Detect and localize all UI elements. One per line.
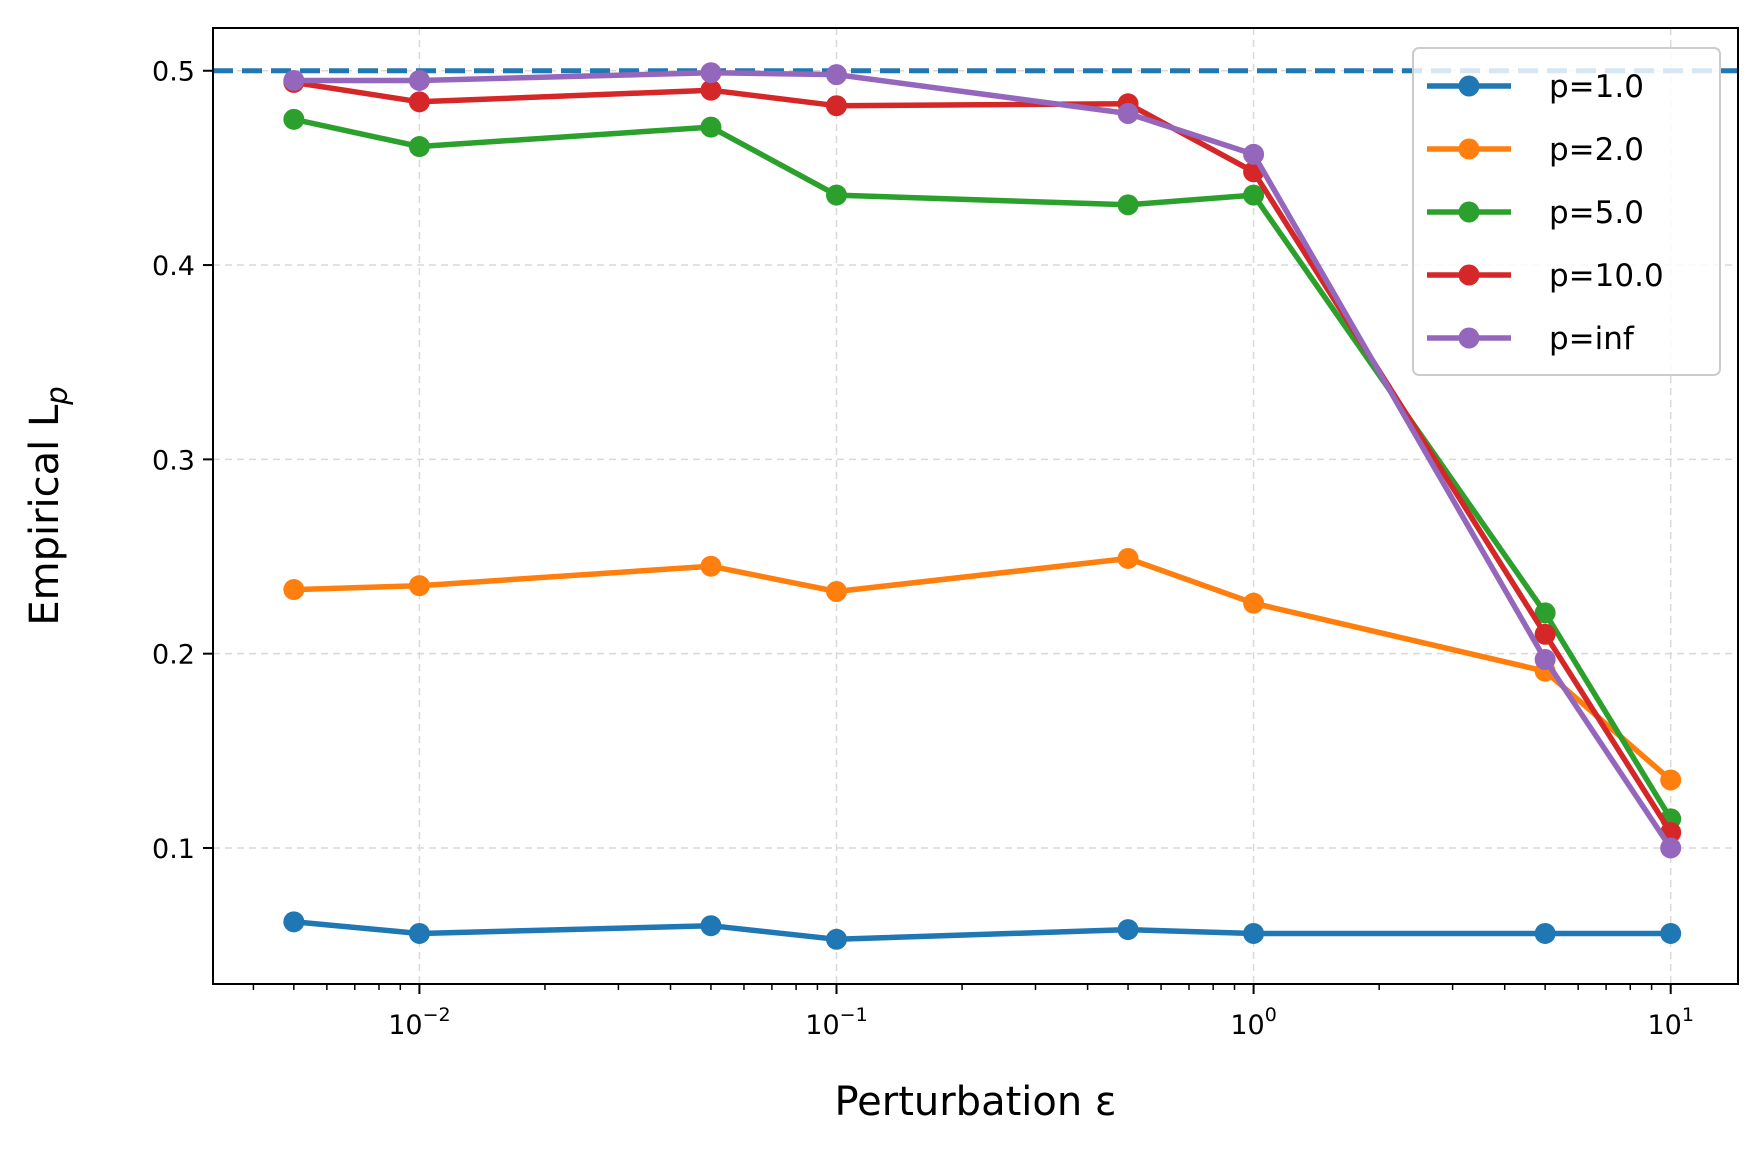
data-point-4-4 bbox=[1117, 102, 1139, 124]
data-point-2-6 bbox=[1534, 602, 1556, 624]
data-point-0-4 bbox=[1117, 919, 1139, 941]
data-point-1-4 bbox=[1117, 547, 1139, 569]
series-line-3 bbox=[293, 79, 1674, 834]
data-point-4-3 bbox=[825, 64, 847, 86]
x-axis-label: Perturbation ε bbox=[834, 1079, 1116, 1125]
legend-label-3: p=10.0 bbox=[1549, 258, 1664, 294]
y-axis-label: Empirical Lp bbox=[22, 386, 74, 625]
data-point-4-6 bbox=[1534, 649, 1556, 671]
data-point-1-3 bbox=[825, 580, 847, 602]
series-p=5.0 bbox=[283, 108, 1682, 830]
data-point-1-7 bbox=[1660, 769, 1682, 791]
data-point-2-1 bbox=[408, 136, 430, 158]
data-point-2-5 bbox=[1243, 184, 1265, 206]
legend-box bbox=[1412, 47, 1721, 376]
legend-marker-0 bbox=[1458, 75, 1480, 97]
data-point-4-7 bbox=[1660, 837, 1682, 859]
series-line-1 bbox=[293, 555, 1673, 783]
data-point-3-1 bbox=[408, 91, 430, 113]
series-p=inf bbox=[283, 62, 1682, 859]
legend-label-2: p=5.0 bbox=[1549, 195, 1644, 231]
y-tick-label-0: 0.1 bbox=[152, 834, 195, 865]
data-point-4-2 bbox=[700, 62, 722, 84]
data-point-4-0 bbox=[283, 69, 305, 91]
data-point-3-3 bbox=[825, 95, 847, 117]
data-point-2-2 bbox=[700, 116, 722, 138]
plot-frame bbox=[212, 27, 1739, 985]
y-tick-label-3: 0.4 bbox=[152, 251, 195, 282]
data-point-1-0 bbox=[283, 579, 305, 601]
series-line-4 bbox=[293, 69, 1673, 850]
data-point-0-0 bbox=[283, 911, 305, 933]
legend-label-0: p=1.0 bbox=[1549, 69, 1644, 105]
legend-label-1: p=2.0 bbox=[1549, 132, 1644, 168]
data-point-3-6 bbox=[1534, 623, 1556, 645]
series-p=1.0 bbox=[283, 911, 1682, 950]
data-point-0-3 bbox=[825, 928, 847, 950]
x-tick-label-2: 100 bbox=[1230, 1004, 1276, 1041]
legend: p=1.0 p=2.0 p=5.0 p=10.0 p=inf bbox=[1412, 47, 1721, 376]
data-point-2-3 bbox=[825, 184, 847, 206]
data-point-1-5 bbox=[1243, 592, 1265, 614]
x-tick-label-0: 10−2 bbox=[388, 1004, 450, 1041]
data-point-0-5 bbox=[1243, 922, 1265, 944]
series-line-2 bbox=[293, 116, 1674, 821]
y-tick-label-2: 0.3 bbox=[152, 445, 195, 476]
data-point-2-0 bbox=[283, 108, 305, 130]
data-point-0-6 bbox=[1534, 922, 1556, 944]
x-tick-label-1: 10−1 bbox=[805, 1004, 867, 1041]
data-point-0-2 bbox=[700, 915, 722, 937]
x-tick-label-3: 101 bbox=[1647, 1004, 1693, 1041]
data-point-2-4 bbox=[1117, 194, 1139, 216]
legend-label-4: p=inf bbox=[1549, 321, 1635, 357]
legend-marker-2 bbox=[1458, 201, 1480, 223]
data-point-0-1 bbox=[408, 922, 430, 944]
series-layer bbox=[283, 62, 1682, 950]
series-p=2.0 bbox=[283, 547, 1682, 791]
legend-marker-1 bbox=[1458, 138, 1480, 160]
axis-ticks: 10−2 10−1 100 101 0.1 0.2 0.3 0.4 0.5 bbox=[152, 57, 1694, 1041]
data-point-3-2 bbox=[700, 79, 722, 101]
data-point-4-1 bbox=[408, 69, 430, 91]
data-point-4-5 bbox=[1243, 143, 1265, 165]
data-point-0-7 bbox=[1660, 922, 1682, 944]
y-tick-label-4: 0.5 bbox=[152, 57, 195, 88]
data-point-1-2 bbox=[700, 555, 722, 577]
data-point-1-1 bbox=[408, 575, 430, 597]
legend-marker-3 bbox=[1458, 264, 1480, 286]
y-tick-label-1: 0.2 bbox=[152, 640, 195, 671]
series-line-0 bbox=[293, 919, 1671, 943]
legend-marker-4 bbox=[1458, 327, 1480, 349]
